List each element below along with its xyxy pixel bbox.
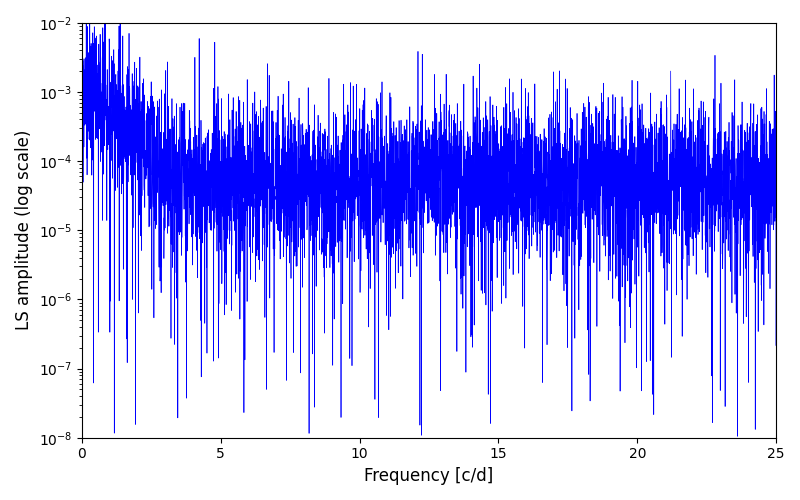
Y-axis label: LS amplitude (log scale): LS amplitude (log scale) <box>15 130 33 330</box>
X-axis label: Frequency [c/d]: Frequency [c/d] <box>364 467 494 485</box>
